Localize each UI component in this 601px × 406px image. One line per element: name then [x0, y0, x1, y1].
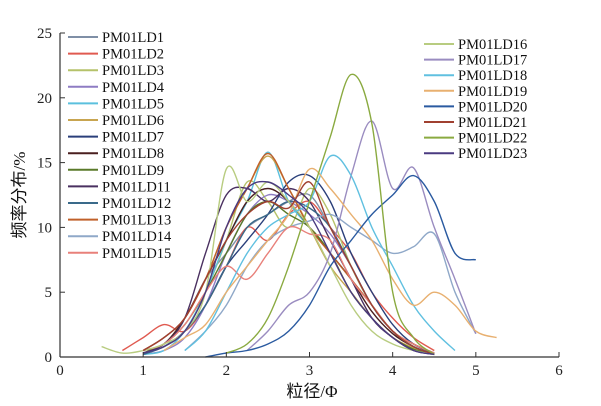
legend-label: PM01LD19: [458, 84, 527, 100]
legend-item: PM01LD21: [424, 115, 527, 131]
legend-label: PM01LD7: [102, 130, 164, 146]
legend-item: PM01LD23: [424, 146, 527, 162]
series-line-pm01ld14: [184, 213, 477, 352]
legend-item: PM01LD16: [424, 37, 527, 53]
series-curves: [101, 73, 497, 358]
legend-label: PM01LD9: [102, 163, 164, 179]
legend-label: PM01LD18: [458, 68, 527, 84]
series-line-pm01ld17: [246, 120, 477, 352]
series-line-pm01ld20: [205, 174, 477, 358]
legend-label: PM01LD15: [102, 246, 171, 262]
y-tick-label: 0: [45, 350, 53, 366]
legend-label: PM01LD21: [458, 115, 527, 131]
legend-item: PM01LD14: [68, 229, 172, 245]
x-tick-label: 3: [306, 363, 314, 379]
legend-item: PM01LD22: [424, 131, 527, 147]
series-line-pm01ld19: [163, 167, 497, 352]
legend-item: PM01LD7: [68, 130, 164, 146]
legend-label: PM01LD20: [458, 99, 527, 115]
legend-item: PM01LD2: [68, 47, 164, 63]
legend-item: PM01LD13: [68, 213, 171, 229]
y-tick-label: 5: [45, 285, 53, 301]
legend-item: PM01LD18: [424, 68, 527, 84]
legend-label: PM01LD8: [102, 146, 164, 162]
legend-label: PM01LD12: [102, 196, 171, 212]
legend-label: PM01LD2: [102, 47, 164, 63]
legend-label: PM01LD16: [458, 37, 527, 53]
legend-item: PM01LD3: [68, 63, 164, 79]
legend-label: PM01LD1: [102, 30, 164, 46]
x-tick-label: 4: [389, 363, 397, 379]
x-tick-label: 6: [555, 363, 563, 379]
legend-item: PM01LD15: [68, 246, 171, 262]
legend-item: PM01LD9: [68, 163, 164, 179]
legend-label: PM01LD22: [458, 131, 527, 147]
legend: PM01LD1PM01LD2PM01LD3PM01LD4PM01LD5PM01L…: [68, 30, 527, 262]
legend-item: PM01LD12: [68, 196, 171, 212]
legend-label: PM01LD13: [102, 213, 171, 229]
y-tick-label: 25: [37, 26, 52, 42]
legend-label: PM01LD5: [102, 96, 164, 112]
x-axis-label: 粒径/Φ: [286, 382, 337, 401]
legend-label: PM01LD14: [102, 229, 172, 245]
y-tick-label: 20: [37, 91, 52, 107]
legend-label: PM01LD17: [458, 53, 527, 69]
legend-label: PM01LD4: [102, 80, 165, 96]
series-line-pm01ld23: [142, 180, 435, 356]
legend-label: PM01LD6: [102, 113, 164, 129]
x-tick-label: 5: [472, 363, 480, 379]
legend-item: PM01LD5: [68, 96, 164, 112]
x-tick-label: 0: [56, 363, 64, 379]
legend-label: PM01LD23: [458, 146, 527, 162]
legend-item: PM01LD19: [424, 84, 527, 100]
x-tick-label: 2: [223, 363, 231, 379]
x-tick-label: 1: [139, 363, 147, 379]
legend-item: PM01LD11: [68, 179, 171, 195]
legend-item: PM01LD6: [68, 113, 164, 129]
legend-item: PM01LD17: [424, 53, 527, 69]
series-line-pm01ld16: [101, 165, 435, 356]
legend-label: PM01LD11: [102, 179, 171, 195]
y-axis-label: 频率分布/%: [10, 152, 29, 239]
legend-label: PM01LD3: [102, 63, 164, 79]
series-line-pm01ld15: [142, 225, 435, 354]
legend-item: PM01LD4: [68, 80, 165, 96]
legend-item: PM01LD8: [68, 146, 164, 162]
series-line-pm01ld21: [142, 181, 435, 356]
y-tick-label: 15: [37, 156, 52, 172]
legend-item: PM01LD1: [68, 30, 164, 46]
y-tick-label: 10: [37, 220, 52, 236]
series-line-pm01ld22: [226, 73, 435, 355]
legend-item: PM01LD20: [424, 99, 527, 115]
axes: 0 1 2 3 4 5 6 0 5 10 15 20 25: [37, 26, 563, 379]
